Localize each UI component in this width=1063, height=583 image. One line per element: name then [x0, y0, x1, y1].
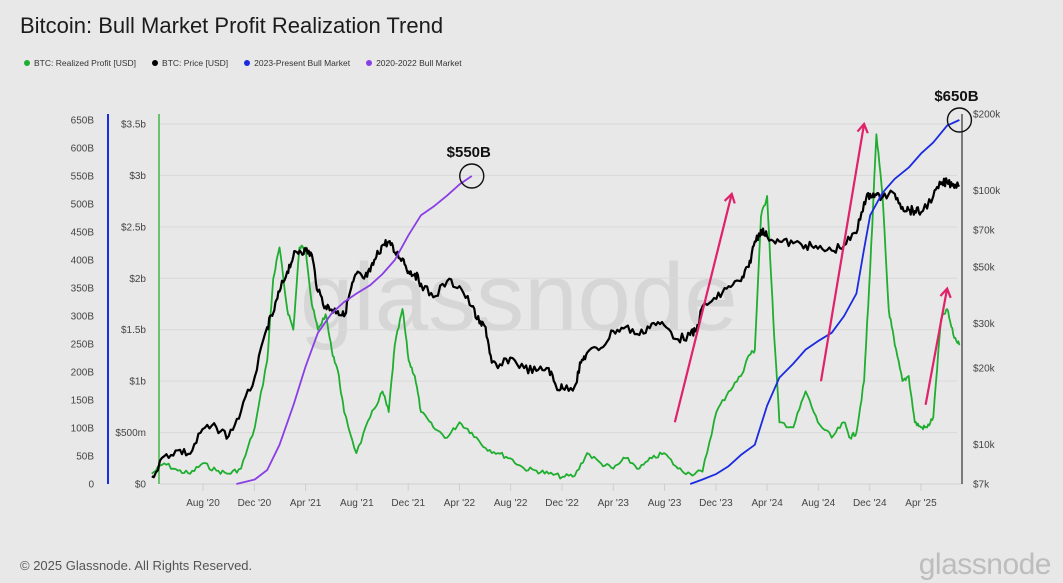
legend-dot-black — [152, 60, 159, 66]
series-line-2023-present-bull-market — [689, 119, 960, 485]
series-line-btc-realized-profit-usd — [151, 133, 961, 480]
annotation-label: $650B — [934, 88, 978, 105]
left-inner-tick-label: $1.5b — [121, 325, 146, 336]
gridlines — [160, 123, 957, 434]
x-tick-label: Dec '23 — [699, 498, 733, 509]
copyright: © 2025 Glassnode. All Rights Reserved. — [20, 558, 253, 573]
annotation-circle — [946, 107, 973, 133]
legend-label: 2020-2022 Bull Market — [376, 58, 462, 68]
right-tick-label: $20k — [973, 364, 996, 375]
legend-dot-purple — [366, 60, 373, 66]
trend-arrow — [924, 288, 949, 406]
left-outer-tick-label: 0 — [88, 480, 94, 491]
arrow-head — [939, 286, 952, 299]
series-line-btc-price-usd — [151, 177, 961, 479]
left-inner-tick-label: $500m — [115, 428, 146, 439]
x-tick-label: Apr '23 — [598, 498, 630, 509]
annotation-circle — [459, 163, 485, 189]
left-outer-tick-label: 550B — [71, 172, 95, 183]
right-tick-label: $100k — [973, 186, 1001, 197]
legend-item-realized-profit[interactable]: BTC: Realized Profit [USD] — [24, 58, 136, 68]
left-outer-tick-label: 250B — [71, 340, 95, 351]
arrow-head — [723, 191, 736, 204]
right-tick-label: $10k — [973, 440, 996, 451]
annotation-label: $550B — [447, 144, 491, 161]
legend-item-price[interactable]: BTC: Price [USD] — [152, 58, 228, 68]
left-inner-tick-label: $2.5b — [121, 222, 146, 233]
right-tick-label: $70k — [973, 225, 996, 236]
x-tick-label: Aug '22 — [494, 498, 528, 509]
left-outer-tick-label: 450B — [71, 228, 95, 239]
arrow-head — [856, 121, 869, 134]
left-inner-tick-label: $0 — [135, 480, 147, 491]
legend: BTC: Realized Profit [USD] BTC: Price [U… — [24, 58, 462, 68]
left-outer-tick-label: 200B — [71, 368, 95, 379]
left-outer-tick-label: 150B — [71, 396, 95, 407]
x-tick-label: Apr '21 — [290, 498, 322, 509]
legend-label: BTC: Price [USD] — [162, 58, 229, 68]
left-inner-tick-label: $2b — [129, 274, 146, 285]
x-tick-label: Dec '24 — [853, 498, 887, 509]
x-tick-label: Apr '22 — [444, 498, 476, 509]
left-outer-tick-label: 650B — [71, 116, 95, 127]
left-outer-tick-label: 300B — [71, 312, 95, 323]
right-tick-label: $50k — [973, 263, 996, 274]
axes: Aug '20 Dec '20 Apr '21 Aug '21 Dec '21 Apr '… — [71, 110, 1002, 510]
legend-dot-blue — [244, 60, 251, 66]
series-line-2020-2022-bull-market — [236, 175, 473, 485]
chart-title: Bitcoin: Bull Market Profit Realization … — [20, 13, 444, 38]
x-tick-label: Apr '24 — [751, 498, 783, 509]
left-outer-tick-label: 500B — [71, 200, 95, 211]
x-tick-label: Dec '20 — [238, 498, 272, 509]
right-tick-label: $7k — [973, 480, 990, 491]
trend-arrow — [673, 193, 733, 423]
x-tick-label: Aug '21 — [340, 498, 374, 509]
left-outer-tick-label: 350B — [71, 284, 95, 295]
left-inner-tick-label: $3.5b — [121, 120, 146, 131]
left-outer-tick-label: 600B — [71, 144, 95, 155]
x-tick-label: Aug '24 — [802, 498, 836, 509]
annotations: $550B $650B — [447, 88, 979, 423]
left-outer-tick-label: 100B — [71, 424, 95, 435]
x-tick-label: Aug '23 — [648, 498, 682, 509]
left-inner-tick-label: $3b — [129, 171, 146, 182]
left-inner-tick-label: $1b — [129, 377, 146, 388]
right-tick-label: $30k — [973, 319, 996, 330]
legend-item-2023-bull[interactable]: 2023-Present Bull Market — [244, 58, 350, 68]
legend-item-2020-bull[interactable]: 2020-2022 Bull Market — [366, 58, 462, 68]
brand-logo: glassnode — [918, 548, 1052, 581]
x-tick-label: Dec '21 — [391, 498, 425, 509]
left-outer-tick-label: 400B — [71, 256, 95, 267]
legend-label: 2023-Present Bull Market — [254, 58, 351, 68]
x-tick-label: Dec '22 — [545, 498, 579, 509]
right-tick-label: $200k — [973, 110, 1001, 121]
trend-arrow — [819, 123, 866, 382]
left-outer-tick-label: 50B — [76, 452, 94, 463]
x-tick-label: Aug '20 — [186, 498, 220, 509]
legend-label: BTC: Realized Profit [USD] — [34, 58, 137, 68]
x-tick-label: Apr '25 — [905, 498, 937, 509]
legend-dot-green — [24, 60, 30, 66]
series-group — [151, 119, 961, 485]
